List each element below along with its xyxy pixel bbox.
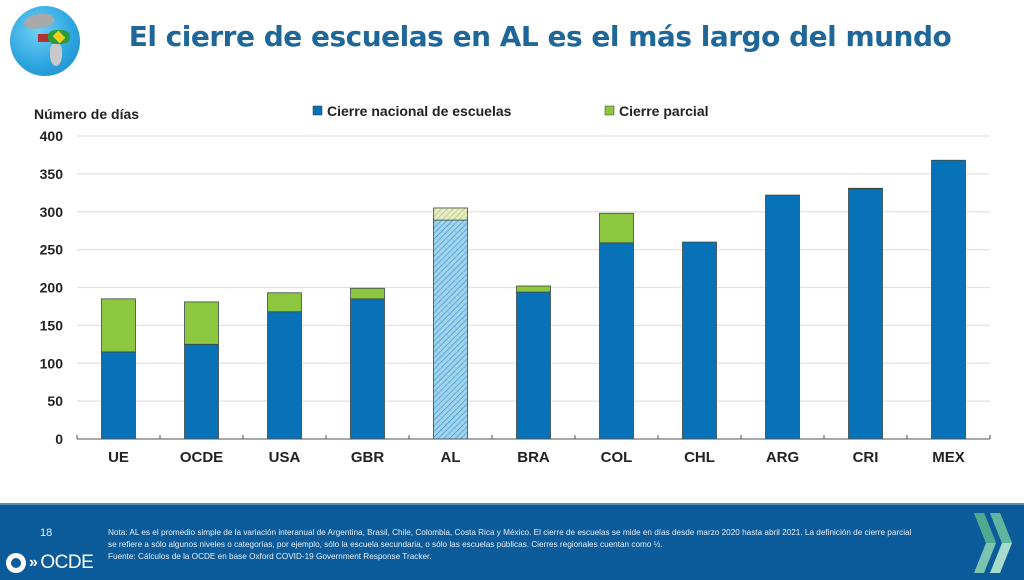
bar-usa-parcial [267,292,302,313]
bar-ocde-parcial [184,301,219,345]
y-tick-label: 350 [40,166,64,182]
bar-al-parcial [433,207,468,221]
x-tick-label: CRI [853,449,879,466]
bar-usa-nacional [267,311,302,440]
x-tick-label: USA [269,449,301,466]
bar-bra-nacional [516,291,551,440]
y-tick-label: 250 [40,242,64,258]
y-axis-label: Número de días [34,106,139,122]
legend-label-nacional: Cierre nacional de escuelas [327,103,512,119]
page-title: El cierre de escuelas en AL es el más la… [128,20,952,53]
footnote: Nota: AL es el promedio simple de la var… [108,527,980,563]
bar-ocde-nacional [184,343,219,440]
source-line: Fuente: Cálculos de la OCDE en base Oxfo… [108,552,432,561]
bar-col-parcial [599,212,634,244]
x-tick-label: ARG [766,449,799,466]
legend-swatch-nacional [312,105,323,116]
note-line-1: Nota: AL es el promedio simple de la var… [108,528,912,537]
bar-al-nacional [433,219,468,440]
x-tick-label: BRA [517,449,550,466]
ocde-arcs-icon: » [29,554,38,571]
bar-gbr-nacional [350,298,385,440]
y-tick-label: 200 [40,280,64,296]
bar-ue-parcial [101,298,136,353]
page-number: 18 [40,527,53,539]
latin-america-globe-icon [10,6,80,76]
x-tick-label: COL [601,449,633,466]
bar-col-nacional [599,242,634,440]
ocde-chevrons-icon [974,513,1012,573]
ocde-globe-icon [6,553,26,573]
bar-gbr-parcial [350,287,385,300]
ocde-logo: » OCDE [6,552,94,574]
bar-bra-parcial [516,285,551,293]
stacked-bar-chart: Número de días Cierre nacional de escuel… [34,103,991,466]
x-tick-label: AL [441,449,461,466]
y-tick-label: 0 [55,431,63,447]
ocde-logo-text: OCDE [40,552,94,573]
legend: Cierre nacional de escuelas Cierre parci… [312,103,709,119]
y-tick-label: 50 [47,393,63,409]
y-tick-label: 400 [40,128,64,144]
x-tick-label: CHL [684,449,715,466]
x-tick-label: OCDE [180,449,223,466]
bar-chl-nacional [682,241,717,440]
bar-cri-parcial [848,187,883,190]
x-tick-label: UE [108,449,129,466]
y-tick-label: 300 [40,204,64,220]
x-tick-label: MEX [932,449,965,466]
bar-mex-nacional [931,159,966,440]
bar-cri-nacional [848,188,883,440]
bar-arg-nacional [765,194,800,440]
y-tick-label: 150 [40,317,64,333]
legend-label-parcial: Cierre parcial [619,103,709,119]
bar-ue-nacional [101,351,136,440]
x-tick-label: GBR [351,449,385,466]
y-tick-label: 100 [40,355,64,371]
footer: 18 » OCDE Nota: AL es el promedio simple… [0,503,1024,580]
legend-swatch-parcial [604,105,615,116]
note-line-2: se refiere a sólo algunos niveles o cate… [108,540,663,549]
